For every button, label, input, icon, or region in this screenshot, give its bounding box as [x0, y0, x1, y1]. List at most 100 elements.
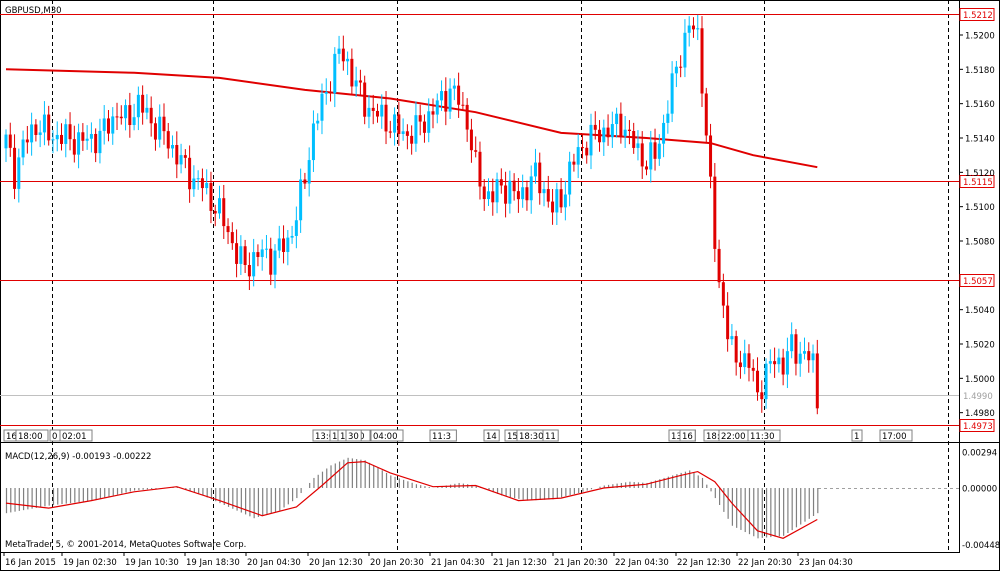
event-marker[interactable]: [59, 429, 93, 442]
bull-candle: [264, 248, 268, 250]
event-marker[interactable]: [15, 429, 49, 442]
bull-candle: [401, 131, 405, 134]
bull-candle: [111, 116, 115, 134]
bull-candle: [610, 124, 614, 138]
event-marker[interactable]: [851, 429, 863, 442]
event-marker-label: 16: [6, 432, 17, 442]
event-marker-label: 18:30: [519, 432, 544, 442]
bull-candle: [683, 32, 687, 68]
bear-candle: [363, 82, 367, 117]
bull-candle: [576, 147, 580, 165]
bull-candle: [730, 336, 734, 340]
event-marker[interactable]: [747, 429, 781, 442]
bear-candle: [388, 131, 392, 133]
bear-candle: [653, 142, 657, 159]
bear-candle: [713, 176, 717, 249]
time-tick-label: 20 Jan 20:30: [370, 558, 424, 568]
bull-candle: [662, 122, 666, 144]
bear-candle: [465, 104, 469, 130]
bull-candle: [337, 48, 341, 54]
bear-candle: [34, 124, 38, 135]
time-tick-label: 21 Jan 04:30: [431, 558, 485, 568]
event-marker-label: 11: [545, 432, 556, 442]
bull-candle: [696, 28, 700, 30]
price-tick-label: 1.5000: [965, 375, 995, 385]
bear-candle: [704, 93, 708, 136]
bull-candle: [324, 92, 328, 94]
bear-candle: [700, 28, 704, 94]
bull-candle: [51, 139, 55, 141]
bear-candle: [645, 166, 648, 170]
bull-candle: [666, 113, 670, 123]
level-price-tag: [959, 419, 995, 432]
bear-candle: [397, 114, 401, 134]
time-tick-label: 20 Jan 04:30: [247, 558, 301, 568]
bear-candle: [213, 210, 217, 214]
bear-candle: [781, 357, 785, 375]
event-marker-label: 22:00: [721, 432, 746, 442]
bull-candle: [252, 252, 256, 277]
bull-candle: [196, 178, 200, 180]
bear-candle: [457, 85, 461, 105]
bear-candle: [81, 132, 85, 141]
bear-candle: [751, 367, 755, 371]
bear-candle: [235, 243, 239, 264]
bull-candle: [260, 249, 264, 257]
bull-candle: [290, 235, 294, 238]
bear-candle: [153, 123, 157, 140]
time-tick-label: 19 Jan 02:30: [63, 558, 117, 568]
bear-candle: [627, 129, 631, 131]
event-marker-label: 11:30: [750, 432, 775, 442]
price-tick-label: 1.5180: [965, 66, 995, 76]
bear-candle: [721, 282, 725, 306]
bull-candle: [179, 155, 183, 165]
price-tick-label: 1.5200: [965, 32, 995, 42]
macd-tick-label: 0.00000: [962, 485, 997, 495]
event-marker[interactable]: [879, 429, 913, 442]
time-tick-label: 19 Jan 10:30: [125, 558, 179, 568]
bull-candle: [307, 160, 311, 184]
event-marker-label: 13:0: [315, 432, 334, 442]
bear-candle: [551, 201, 555, 213]
bear-candle: [794, 334, 798, 364]
event-marker[interactable]: [542, 429, 559, 442]
bull-candle: [427, 111, 431, 133]
bear-candle: [474, 150, 478, 152]
price-tick-label: 1.5080: [965, 238, 995, 248]
macd-histogram: [5, 457, 959, 539]
bull-candle: [798, 353, 802, 364]
bull-candle: [64, 124, 68, 144]
bull-candle: [533, 162, 537, 177]
bear-candle: [469, 129, 473, 151]
horizontal-levels[interactable]: 1.5212 1.5115 1.5057 1.4973 1.4990: [0, 8, 995, 433]
bear-candle: [619, 113, 623, 137]
bear-candle: [166, 131, 170, 149]
bear-candle: [72, 139, 76, 155]
event-marker[interactable]: [483, 429, 500, 442]
bull-candle: [30, 124, 34, 143]
bull-candle: [145, 107, 149, 113]
event-marker[interactable]: [370, 429, 404, 442]
bear-candle: [482, 186, 486, 200]
bear-candle: [358, 80, 362, 83]
event-marker[interactable]: [429, 429, 457, 442]
bear-candle: [247, 265, 251, 277]
event-markers[interactable]: 1618:00002:0113:0117:003004:0011:31415:5…: [3, 429, 913, 442]
bull-candle: [316, 120, 320, 124]
period-separators: [52, 0, 949, 552]
bull-candle: [4, 134, 8, 149]
event-marker[interactable]: [345, 429, 362, 442]
bull-candle: [802, 351, 806, 354]
bull-candle: [346, 58, 350, 62]
bear-candle: [47, 114, 51, 141]
bull-candle: [649, 142, 653, 170]
bear-candle: [606, 127, 610, 138]
bear-candle: [230, 232, 234, 244]
event-marker[interactable]: [679, 429, 696, 442]
bear-candle: [350, 58, 354, 87]
bull-candle: [811, 353, 815, 361]
bear-candle: [632, 130, 636, 148]
time-tick-label: 21 Jan 12:30: [493, 558, 547, 568]
